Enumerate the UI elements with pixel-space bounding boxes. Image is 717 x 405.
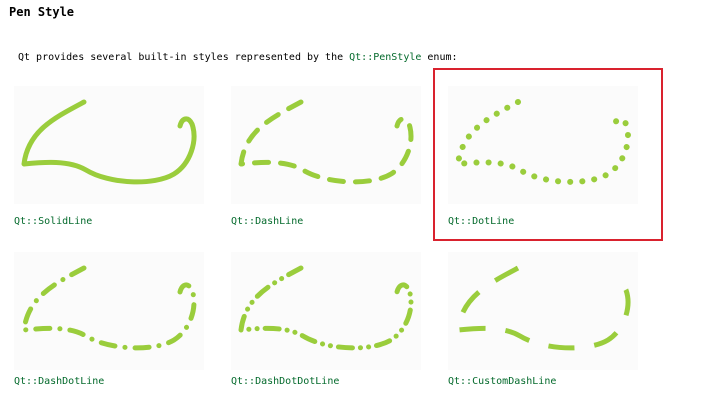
style-label-dashdotdot[interactable]: Qt::DashDotDotLine xyxy=(231,376,340,387)
solid-line-stroke xyxy=(21,99,197,185)
style-label-dot[interactable]: Qt::DotLine xyxy=(448,216,515,227)
dashdot-line-stroke xyxy=(21,265,197,351)
style-label-customdash[interactable]: Qt::CustomDashLine xyxy=(448,376,557,387)
pen-style-image-solid xyxy=(14,86,204,204)
pen-style-image-dash xyxy=(231,86,421,204)
customdash-line-stroke xyxy=(455,265,631,351)
pen-curve-solid xyxy=(21,99,197,185)
style-label-dash[interactable]: Qt::DashLine xyxy=(231,216,304,227)
pen-curve-dash xyxy=(238,99,414,185)
dash-line-stroke xyxy=(238,99,414,185)
dot-line-stroke xyxy=(455,99,631,185)
dashdotdot-line-stroke xyxy=(238,265,414,351)
highlight-box xyxy=(433,68,663,241)
section-title: Pen Style xyxy=(9,5,75,19)
style-label-dashdot[interactable]: Qt::DashDotLine xyxy=(14,376,105,387)
style-label-solid[interactable]: Qt::SolidLine xyxy=(14,216,93,227)
pen-curve-dot xyxy=(455,99,631,185)
pen-style-image-dashdot xyxy=(14,252,204,370)
pen-curve-dashdotdot xyxy=(238,265,414,351)
pen-style-image-dot xyxy=(448,86,638,204)
penstyle-enum-link[interactable]: Qt::PenStyle xyxy=(349,52,422,63)
intro-text-after: enum: xyxy=(421,52,458,63)
pen-style-image-customdash xyxy=(448,252,638,370)
pen-curve-dashdot xyxy=(21,265,197,351)
pen-curve-custom xyxy=(455,265,631,351)
pen-style-image-dashdotdot xyxy=(231,252,421,370)
intro-text-before: Qt provides several built-in styles repr… xyxy=(18,52,350,63)
intro-paragraph: Qt provides several built-in styles repr… xyxy=(18,51,458,64)
